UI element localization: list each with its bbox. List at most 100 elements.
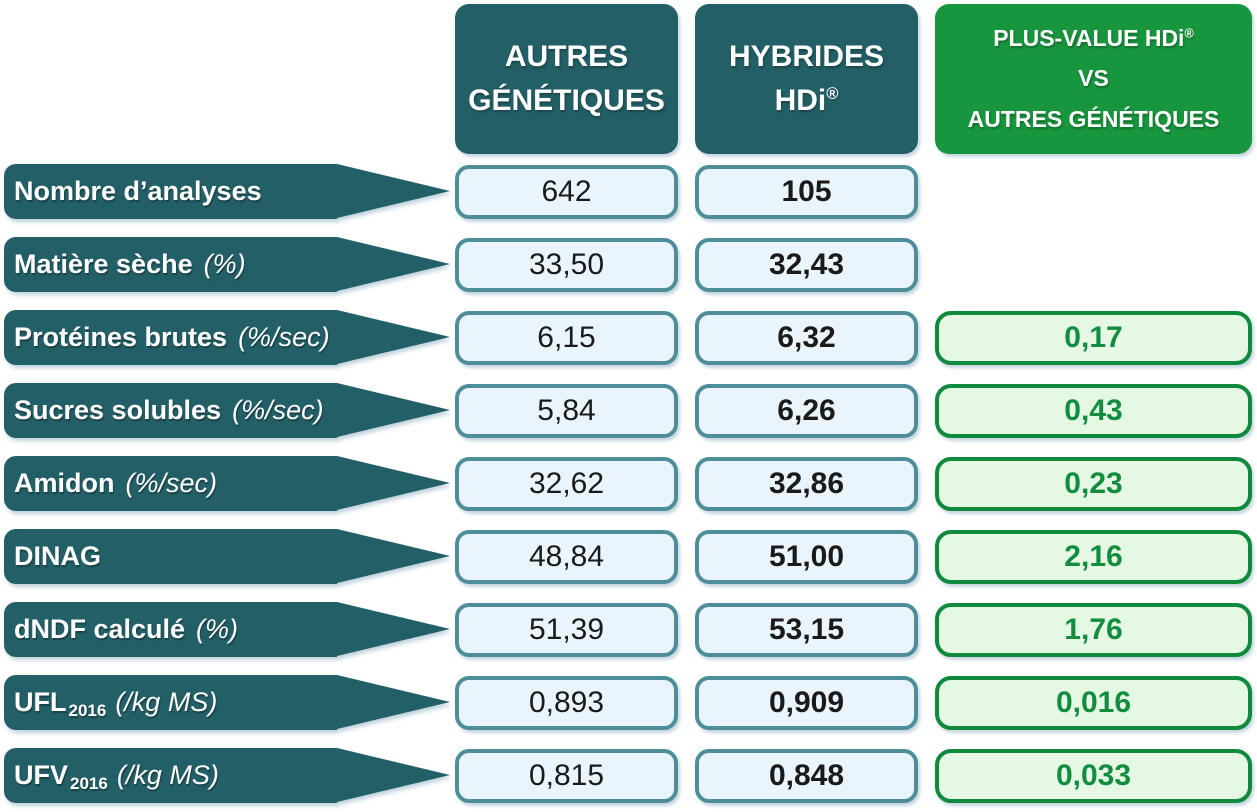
cell-plus-value: 0,23 [935,447,1257,520]
arrow-tip-icon [337,310,450,364]
arrow-tip-icon [337,602,450,656]
value-hdi: 6,32 [695,310,918,365]
value-autres: 51,39 [455,602,678,657]
value-autres: 5,84 [455,383,678,438]
column-header-plus-value-hdi: PLUS-VALUE HDi® VS AUTRES GÉNÉTIQUES [935,3,1252,154]
row-label-text: UFV 2016 (/kg MS) [4,748,337,803]
cell-plus-value: 0,016 [935,666,1257,739]
arrow-tip-icon [337,529,450,583]
row-label-name: UFV [14,760,68,790]
row-label-text: dNDF calculé (%) [4,602,337,657]
row-label-arrow: UFV 2016 (/kg MS) [4,748,450,803]
value-autres: 642 [455,164,678,219]
column-header-hybrides-hdi: HYBRIDES HDi® [695,3,918,154]
cell-autres-genetiques: 0,893 [455,666,695,739]
row-label-text: Protéines brutes (%/sec) [4,310,337,365]
row-label-unit: (%/sec) [125,468,218,498]
arrow-tip-icon [337,383,450,437]
cell-hybrides-hdi: 105 [695,155,935,228]
cell-hybrides-hdi: 32,43 [695,228,935,301]
cell-plus-value: 1,76 [935,593,1257,666]
row-label-unit: (%) [196,614,239,644]
cell-plus-value: 0,43 [935,374,1257,447]
row-label-cell: UFL 2016 (/kg MS) [0,666,455,739]
value-autres: 48,84 [455,529,678,584]
header-line: HDi® [774,83,839,117]
cell-autres-genetiques: 6,15 [455,301,695,374]
value-autres: 6,15 [455,310,678,365]
value-hdi: 6,26 [695,383,918,438]
row-label-unit: (%/sec) [238,322,330,352]
header-line: AUTRES GÉNÉTIQUES [967,105,1220,132]
value-hdi: 0,848 [695,748,918,803]
row-label-cell: Sucres solubles (%/sec) [0,374,455,447]
header-line: AUTRES [504,40,629,73]
row-label-cell: Nombre d’analyses [0,155,455,228]
header-cell-autres: AUTRES GÉNÉTIQUES [455,0,695,155]
cell-hybrides-hdi: 51,00 [695,520,935,593]
arrow-tip-icon [337,675,450,729]
cell-autres-genetiques: 32,62 [455,447,695,520]
row-label-text: Sucres solubles (%/sec) [4,383,337,438]
row-label-arrow: UFL 2016 (/kg MS) [4,675,450,730]
cell-autres-genetiques: 0,815 [455,739,695,812]
cell-plus-value: 0,033 [935,739,1257,812]
row-label-text: DINAG [4,529,337,584]
row-label-name: Sucres solubles [14,395,222,425]
row-label-name: dNDF calculé [14,614,186,644]
row-label-arrow: DINAG [4,529,450,584]
row-label-name: Matière sèche [14,249,193,279]
row-label-arrow: dNDF calculé (%) [4,602,450,657]
value-hdi: 53,15 [695,602,918,657]
value-hdi: 32,86 [695,456,918,511]
value-autres: 33,50 [455,237,678,292]
row-label-subscript: 2016 [68,700,107,720]
row-label-text: Amidon (%/sec) [4,456,337,511]
value-plus-value: 0,033 [935,748,1252,803]
header-line: VS [1078,65,1109,92]
row-label-arrow: Protéines brutes (%/sec) [4,310,450,365]
cell-hybrides-hdi: 53,15 [695,593,935,666]
cell-plus-value [935,228,1257,301]
cell-autres-genetiques: 5,84 [455,374,695,447]
row-label-cell: Amidon (%/sec) [0,447,455,520]
value-autres: 32,62 [455,456,678,511]
value-hdi: 51,00 [695,529,918,584]
row-label-cell: Protéines brutes (%/sec) [0,301,455,374]
cell-autres-genetiques: 51,39 [455,593,695,666]
cell-hybrides-hdi: 32,86 [695,447,935,520]
value-hdi: 0,909 [695,675,918,730]
header-line: PLUS-VALUE HDi® [993,25,1194,52]
header-line: GÉNÉTIQUES [468,83,665,117]
row-label-name: Nombre d’analyses [14,176,262,206]
corner-empty-cell [0,0,455,155]
value-hdi: 105 [695,164,918,219]
row-label-unit: (/kg MS) [116,760,219,790]
row-label-arrow: Nombre d’analyses [4,164,450,219]
cell-hybrides-hdi: 0,909 [695,666,935,739]
row-label-unit: (/kg MS) [115,687,218,717]
row-label-unit: (%) [203,249,246,279]
arrow-tip-icon [337,748,450,802]
row-label-unit: (%/sec) [232,395,324,425]
value-autres: 0,893 [455,675,678,730]
value-plus-value: 0,43 [935,383,1252,438]
row-label-text: Nombre d’analyses [4,164,337,219]
cell-autres-genetiques: 48,84 [455,520,695,593]
cell-autres-genetiques: 33,50 [455,228,695,301]
value-plus-value: 1,76 [935,602,1252,657]
value-hdi: 32,43 [695,237,918,292]
arrow-tip-icon [337,456,450,510]
row-label-cell: dNDF calculé (%) [0,593,455,666]
cell-hybrides-hdi: 0,848 [695,739,935,812]
header-cell-plus-value: PLUS-VALUE HDi® VS AUTRES GÉNÉTIQUES [935,0,1257,155]
value-autres: 0,815 [455,748,678,803]
cell-plus-value: 0,17 [935,301,1257,374]
row-label-cell: UFV 2016 (/kg MS) [0,739,455,812]
row-label-name: Protéines brutes [14,322,228,352]
row-label-name: DINAG [14,541,101,571]
row-label-subscript: 2016 [70,773,108,793]
cell-plus-value: 2,16 [935,520,1257,593]
header-cell-hybrides: HYBRIDES HDi® [695,0,935,155]
